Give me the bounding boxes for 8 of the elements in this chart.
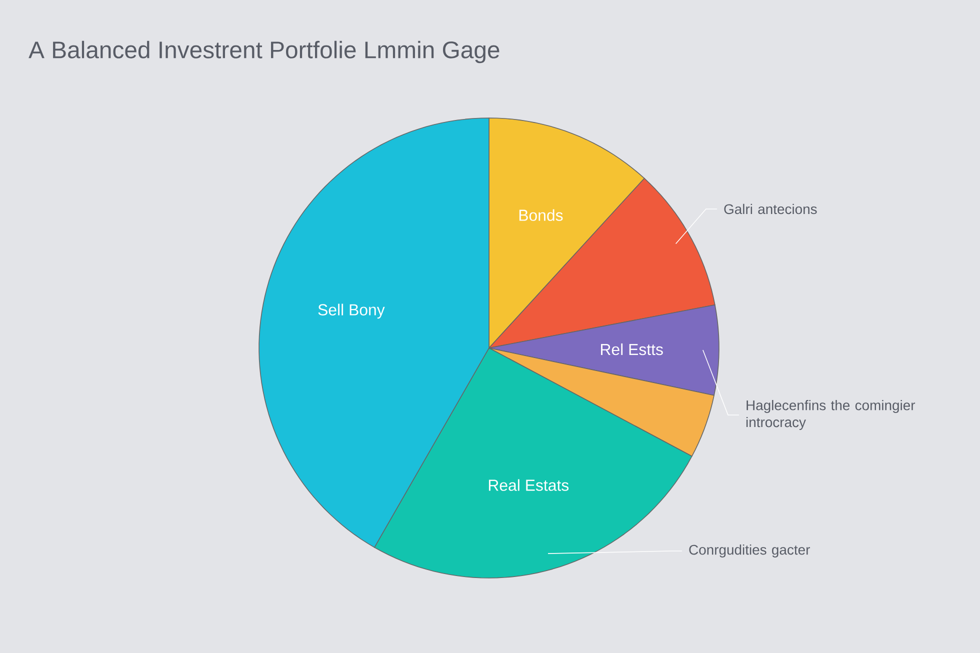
- slice-label: Sell Bony: [318, 304, 385, 319]
- slice-label: Real Estats: [488, 479, 569, 491]
- slice-label: Rel Estts: [601, 343, 663, 356]
- text: Haglecenfins the comingier introcracy: [746, 400, 916, 430]
- text: Conrgudities gacter: [689, 544, 810, 558]
- chart-title: A Balanced Investrent Portfolie Lmmin Gage: [28, 40, 500, 64]
- slice-label: Bonds: [519, 209, 563, 221]
- text: Galri antecions: [724, 204, 817, 214]
